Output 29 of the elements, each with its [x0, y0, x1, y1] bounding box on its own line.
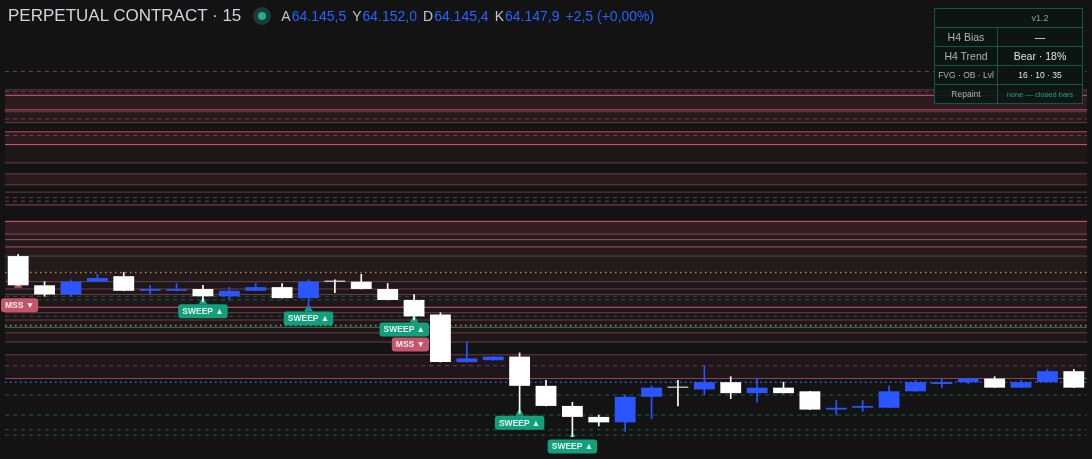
- text: A64.145,5: [281, 8, 347, 24]
- candlestick: [324, 279, 346, 293]
- text: SWEEP ▲: [287, 313, 330, 324]
- text: MSS ▼: [395, 339, 426, 350]
- text: SWEEP ▲: [182, 306, 224, 317]
- candlestick: [667, 380, 689, 407]
- text: K64.147,9: [494, 8, 560, 24]
- candlestick: [931, 378, 953, 388]
- text: SWEEP ▲: [498, 417, 541, 428]
- text: H4 Trend: [934, 46, 998, 66]
- text: FVG · OB · Lvl: [934, 65, 998, 85]
- candlestick: [456, 341, 478, 363]
- text: Repaint: [934, 84, 998, 104]
- text: D64.145,4: [423, 8, 489, 24]
- text: Y64.152,0: [352, 8, 418, 24]
- series-label: MSS ▼: [5, 300, 35, 311]
- series-label: SWEEP ▲: [383, 324, 425, 335]
- text: —: [997, 27, 1083, 47]
- text: v1.2: [1031, 13, 1049, 23]
- text: H4 Bias: [934, 27, 998, 47]
- text: SWEEP ▲: [551, 441, 594, 452]
- candlestick: [139, 284, 161, 295]
- chart-title: PERPETUAL CONTRACT · 15: [8, 6, 242, 26]
- text: Bear · 18%: [997, 46, 1083, 66]
- candlestick: [825, 400, 847, 416]
- text: +2,5 (+0,00%): [565, 8, 655, 24]
- text: 16 · 10 · 35: [997, 65, 1083, 85]
- candlestick: [852, 400, 874, 412]
- candlestick: [746, 378, 768, 403]
